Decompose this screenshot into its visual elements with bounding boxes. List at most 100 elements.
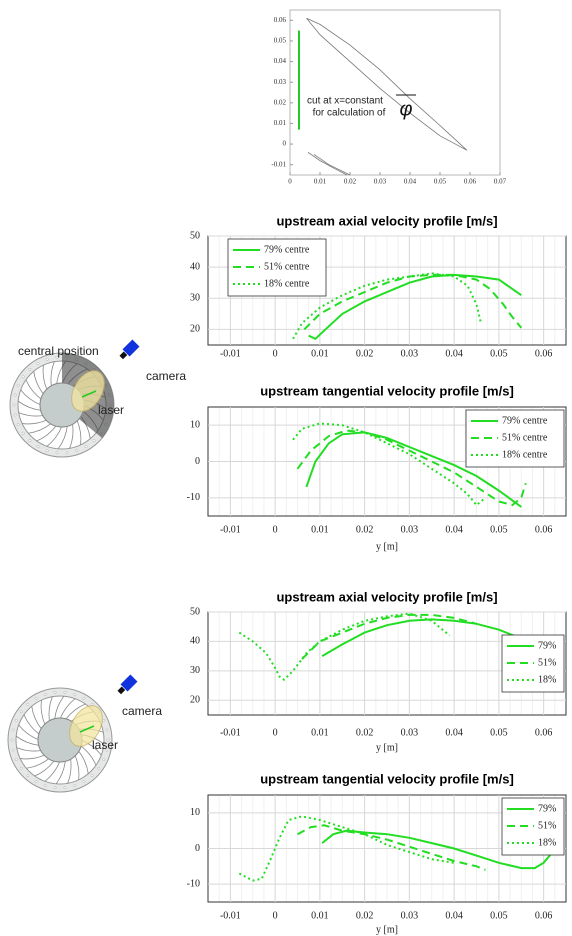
bolt bbox=[63, 786, 67, 790]
y-tick-label: 0.03 bbox=[274, 78, 287, 86]
x-tick-label: 0.05 bbox=[490, 348, 508, 359]
series-line bbox=[292, 422, 487, 507]
laser-sheet bbox=[71, 370, 105, 412]
bolt bbox=[55, 451, 59, 455]
blade bbox=[28, 422, 52, 434]
chart-title: upstream tangential velocity profile [m/… bbox=[260, 771, 514, 786]
bolt bbox=[55, 355, 59, 359]
x-tick-label: 0.05 bbox=[490, 910, 508, 921]
blade bbox=[54, 695, 65, 720]
bolt bbox=[13, 393, 17, 397]
y-tick-label: 40 bbox=[190, 261, 200, 272]
x-tick-label: 0.01 bbox=[311, 910, 329, 921]
legend-label: 79% bbox=[538, 640, 556, 651]
blade bbox=[40, 700, 46, 726]
bolt bbox=[16, 423, 20, 426]
legend-label: 79% centre bbox=[264, 244, 310, 255]
x-tick-label: 0.05 bbox=[434, 178, 447, 186]
y-tick-label: 0 bbox=[195, 456, 200, 467]
x-axis-label: y [m] bbox=[376, 742, 398, 753]
x-tick-label: 0.03 bbox=[401, 524, 419, 535]
x-tick-label: 0.04 bbox=[445, 727, 463, 738]
x-tick-label: 0.02 bbox=[356, 348, 374, 359]
series-line bbox=[303, 273, 523, 331]
legend-label: 51% bbox=[538, 820, 556, 831]
blade bbox=[20, 754, 46, 760]
x-tick-label: -0.01 bbox=[220, 348, 241, 359]
blade bbox=[22, 419, 48, 425]
bolt bbox=[63, 690, 67, 694]
bolt bbox=[84, 445, 88, 449]
bolt bbox=[28, 367, 32, 371]
x-axis-label: y [m] bbox=[376, 541, 398, 552]
blade bbox=[33, 371, 45, 395]
bolt bbox=[97, 766, 101, 770]
blade bbox=[36, 425, 57, 442]
x-tick-label: 0.05 bbox=[490, 524, 508, 535]
blade bbox=[59, 698, 76, 720]
camera-lens bbox=[119, 351, 128, 360]
camera bbox=[120, 674, 138, 692]
annotation: cut at x=constant bbox=[307, 96, 383, 107]
bolt bbox=[105, 748, 109, 752]
blade bbox=[46, 425, 63, 447]
y-tick-label: 50 bbox=[190, 230, 200, 241]
bolt bbox=[36, 361, 40, 365]
x-tick-label: 0.07 bbox=[494, 178, 507, 186]
x-tick-label: 0.02 bbox=[356, 727, 374, 738]
diagrams: central position camera laser camera las… bbox=[18, 344, 186, 752]
series-line bbox=[313, 154, 351, 176]
bolt bbox=[92, 439, 96, 443]
legend-label: 18% bbox=[538, 674, 556, 685]
y-tick-label: 20 bbox=[190, 695, 200, 706]
laser-beam bbox=[81, 390, 97, 398]
blade bbox=[76, 419, 82, 445]
bolt bbox=[14, 719, 18, 722]
bolt bbox=[13, 413, 17, 417]
x-tick-label: -0.01 bbox=[220, 727, 241, 738]
legend-label: 18% centre bbox=[502, 449, 548, 460]
blade bbox=[23, 714, 40, 735]
chart-title: upstream axial velocity profile [m/s] bbox=[276, 213, 497, 228]
legend-label: 51% centre bbox=[264, 261, 310, 272]
blade bbox=[77, 750, 89, 774]
blade bbox=[65, 703, 86, 720]
legend-label: 51% bbox=[538, 657, 556, 668]
x-tick-label: 0 bbox=[273, 524, 278, 535]
legend-label: 18% bbox=[538, 837, 556, 848]
x-tick-label: 0.05 bbox=[490, 727, 508, 738]
blade bbox=[57, 425, 68, 450]
x-tick-label: 0.06 bbox=[535, 910, 553, 921]
laser-label: laser bbox=[92, 738, 118, 752]
bolt bbox=[28, 439, 32, 443]
legend-label: 79% bbox=[538, 803, 556, 814]
bolt bbox=[53, 690, 57, 694]
y-tick-label: -0.01 bbox=[271, 160, 286, 168]
x-axis-label: y [m] bbox=[376, 924, 398, 935]
chart-title: upstream axial velocity profile [m/s] bbox=[276, 589, 497, 604]
x-tick-label: 0 bbox=[273, 727, 278, 738]
series-line bbox=[292, 272, 482, 340]
x-tick-label: 0.02 bbox=[344, 178, 357, 186]
y-tick-label: 0.06 bbox=[274, 16, 287, 24]
bolt bbox=[14, 758, 18, 761]
y-tick-label: 0 bbox=[283, 140, 287, 148]
blade bbox=[20, 389, 42, 406]
y-tick-label: 30 bbox=[190, 665, 200, 676]
x-tick-label: 0.01 bbox=[311, 727, 329, 738]
blade bbox=[18, 412, 44, 417]
x-tick-label: 0.06 bbox=[535, 524, 553, 535]
blade bbox=[16, 747, 42, 752]
legend-label: 18% centre bbox=[264, 278, 310, 289]
blade bbox=[34, 760, 55, 777]
turbine-diagram bbox=[7, 674, 138, 793]
legend-label: 79% centre bbox=[502, 415, 548, 426]
y-tick-label: 50 bbox=[190, 606, 200, 617]
annotation-symbol: φ bbox=[399, 98, 412, 120]
blade bbox=[48, 696, 53, 722]
bolt bbox=[12, 403, 16, 407]
blade bbox=[15, 735, 40, 746]
blade bbox=[17, 400, 42, 411]
x-tick-label: 0.03 bbox=[374, 178, 387, 186]
